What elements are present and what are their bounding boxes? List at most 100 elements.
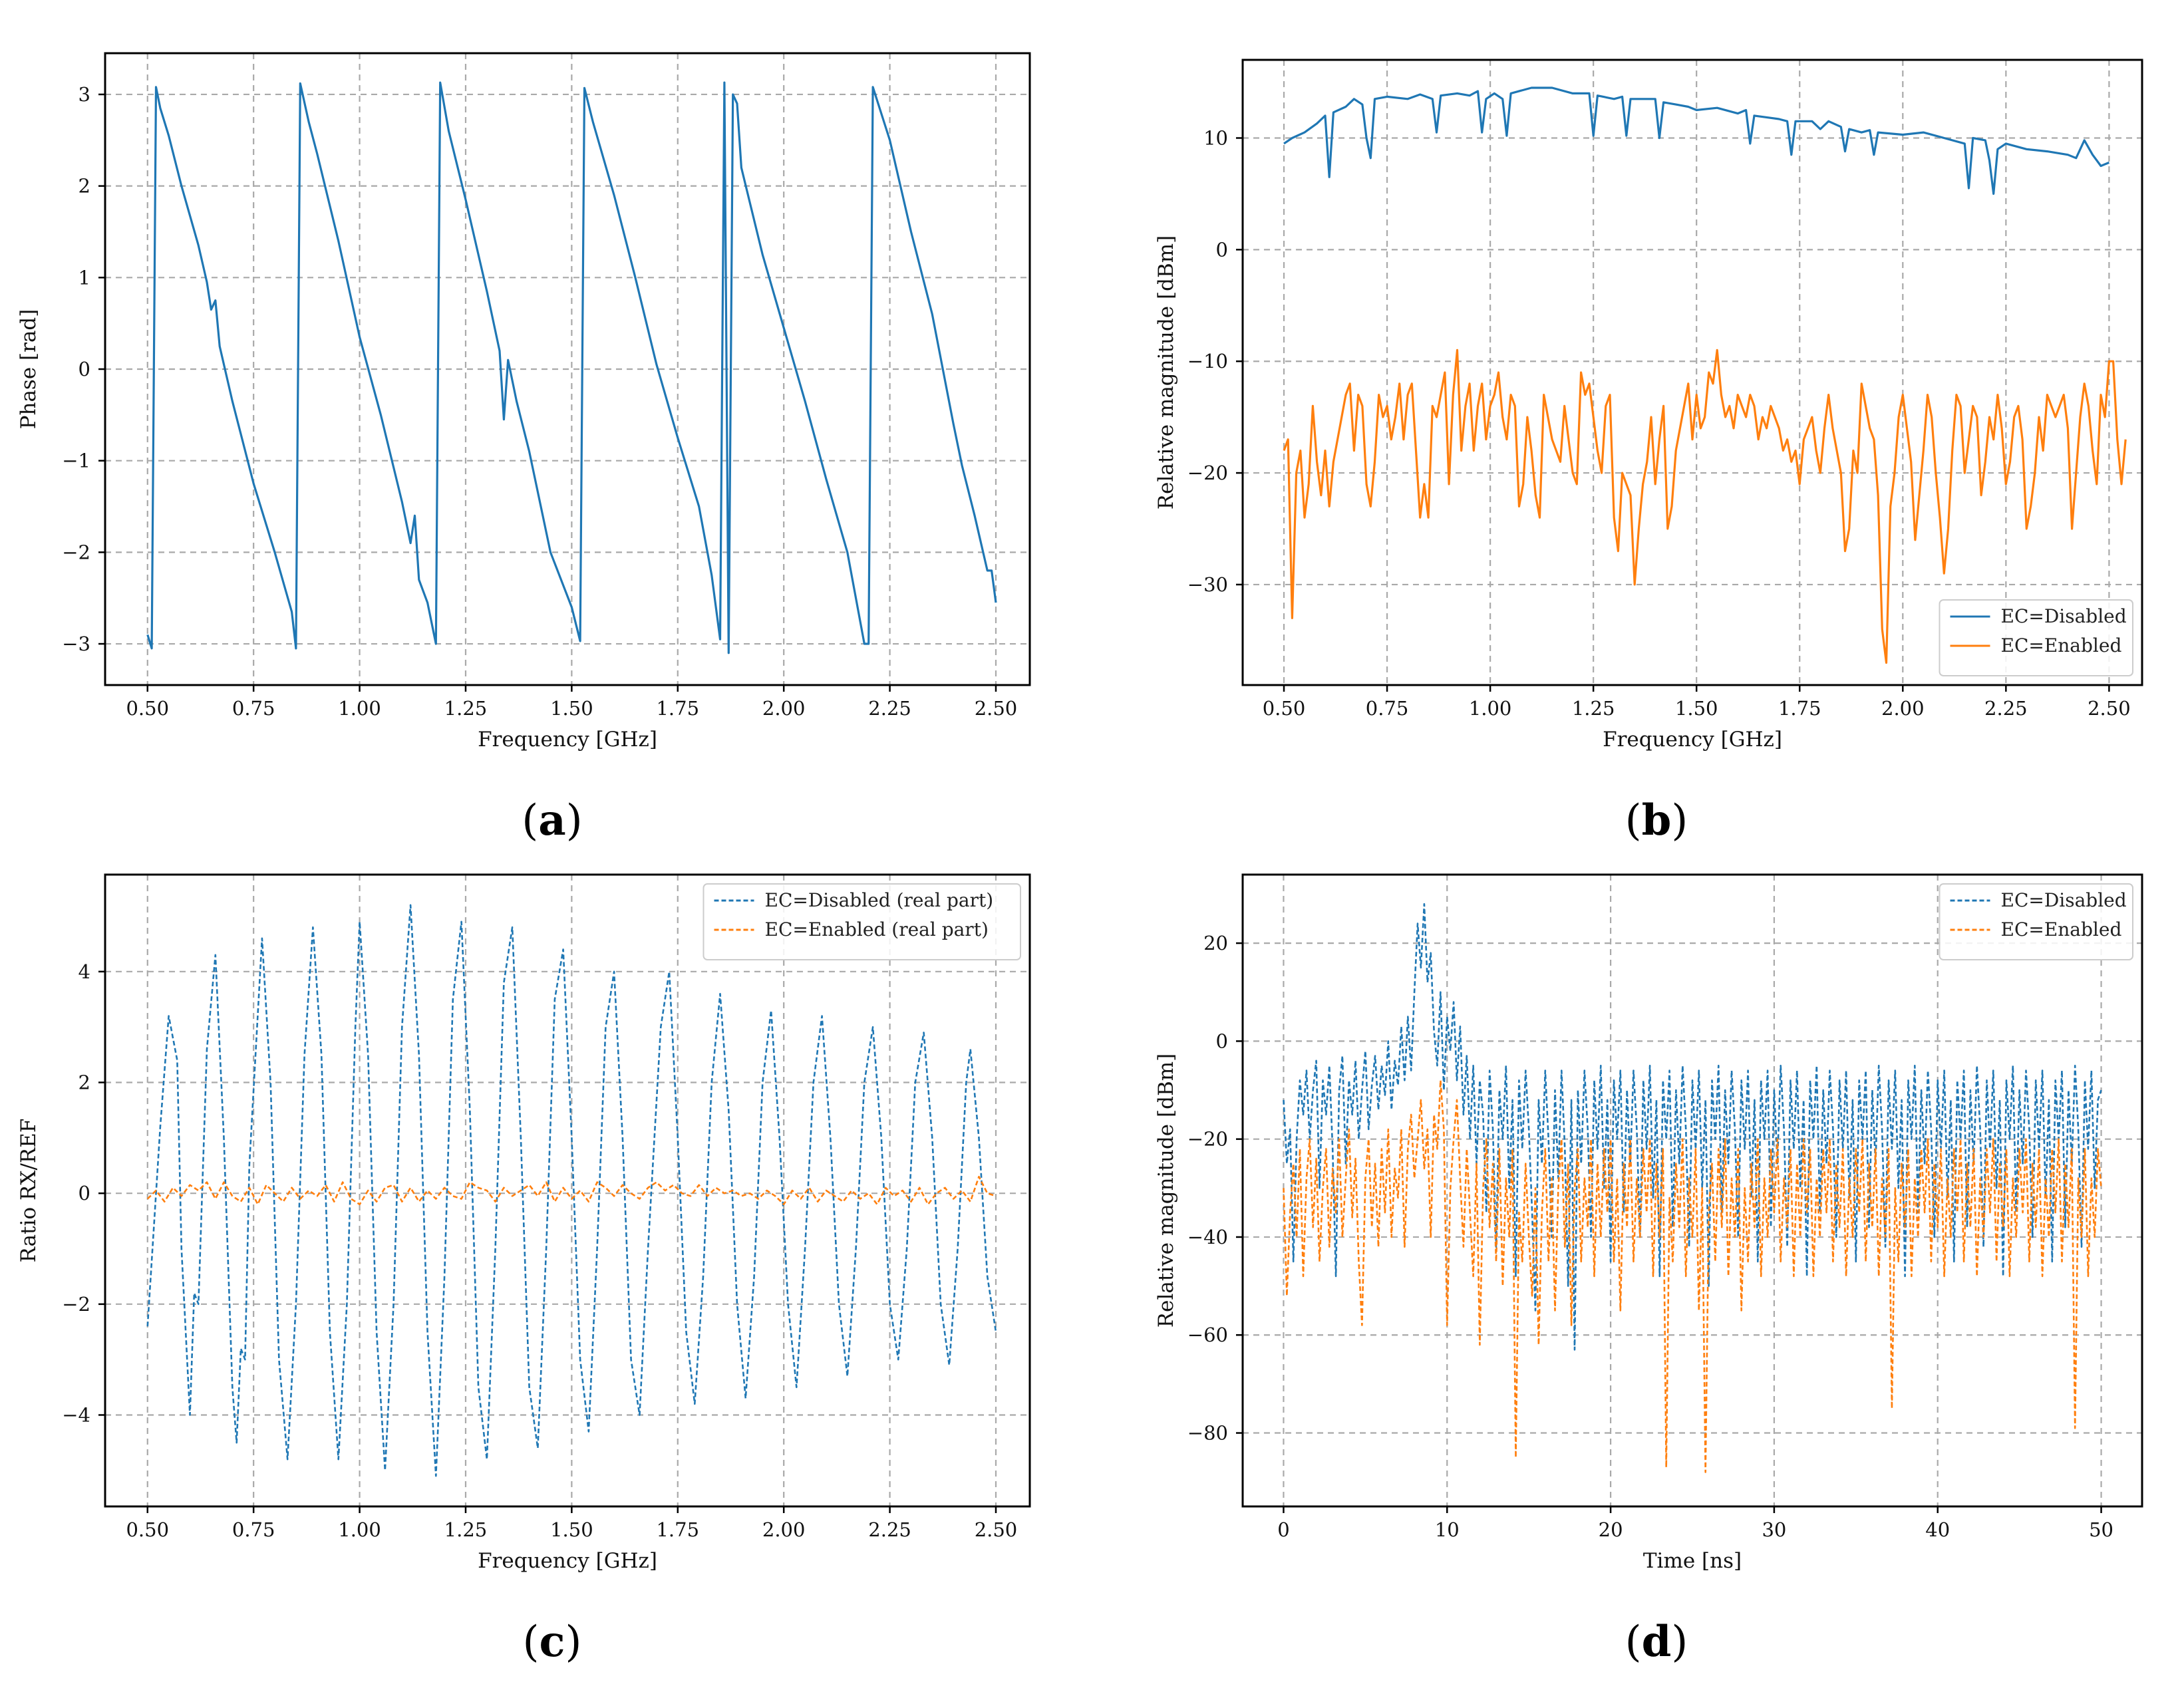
series-line-2 xyxy=(146,1175,997,1206)
x-tick-label: 2.50 xyxy=(975,1518,1018,1541)
panel-a-phase-chart: 0.50 0.75 1.00 1.25 1.50 1.75 2.00 2.25 2.50 −3 −2… xyxy=(17,52,1031,845)
x-tick-label: 0.50 xyxy=(1263,697,1306,720)
grid-lines xyxy=(1243,60,2142,685)
y-tick-label: −3 xyxy=(62,633,90,655)
series-group xyxy=(146,81,997,654)
x-tick-label: 1.25 xyxy=(444,1518,488,1541)
y-tick-label: −4 xyxy=(62,1404,90,1427)
x-tick-label: 1.50 xyxy=(1675,697,1718,720)
y-tick-label: −30 xyxy=(1187,573,1228,596)
series-line-1 xyxy=(146,904,997,1477)
panel-label: (c) xyxy=(523,1617,582,1667)
y-tick-label: −1 xyxy=(62,450,90,472)
legend-label-2: EC=Enabled (real part) xyxy=(765,918,989,940)
x-tick-label: 2.50 xyxy=(2088,697,2131,720)
x-tick-label: 0.75 xyxy=(1366,697,1409,720)
x-tick-label: 1.75 xyxy=(656,697,699,720)
plot-frame xyxy=(1241,59,2143,686)
y-tick-label: 0 xyxy=(78,1182,90,1204)
y-tick-label: 0 xyxy=(1216,238,1228,261)
x-tick-label: 1.00 xyxy=(338,697,381,720)
panel-b-magnitude-chart: 0.50 0.75 1.00 1.25 1.50 1.75 2.00 2.25 2.50 −30 −… xyxy=(1154,59,2143,845)
x-tick-label: 10 xyxy=(1435,1518,1460,1541)
grid-lines xyxy=(1243,875,2142,1506)
y-tick-label: 10 xyxy=(1203,127,1228,150)
x-tick-label: 2.25 xyxy=(1984,697,2028,720)
x-tick-label: 1.25 xyxy=(444,697,488,720)
x-tick-label: 1.75 xyxy=(1778,697,1821,720)
x-tick-label: 0.75 xyxy=(232,1518,275,1541)
legend: EC=Disabled EC=Enabled xyxy=(1939,883,2133,960)
x-axis-label: Frequency [GHz] xyxy=(478,728,657,752)
y-axis-label: Relative magnitude [dBm] xyxy=(1154,1054,1178,1328)
series-line-2 xyxy=(1283,1079,2102,1473)
x-tick-label: 40 xyxy=(1925,1518,1950,1541)
x-tick-label: 2.00 xyxy=(762,1518,806,1541)
legend-label-1: EC=Disabled xyxy=(2001,889,2127,911)
tick-group: 0.50 0.75 1.00 1.25 1.50 1.75 2.00 2.25 2.50 −30 −… xyxy=(1187,127,2131,720)
legend-box xyxy=(702,883,1021,960)
tick-group: 0.50 0.75 1.00 1.25 1.50 1.75 2.00 2.25 2.50 −3 −2… xyxy=(62,83,1017,720)
plot-frame xyxy=(104,873,1031,1508)
x-axis-label: Time [ns] xyxy=(1643,1549,1742,1573)
y-axis-label: Phase [rad] xyxy=(17,309,41,430)
tick-group: 0.50 0.75 1.00 1.25 1.50 1.75 2.00 2.25 2.50 −4 −2… xyxy=(62,960,1017,1541)
plot-frame xyxy=(1241,873,2143,1508)
legend-label-1: EC=Disabled (real part) xyxy=(765,889,994,911)
legend-box xyxy=(1939,883,2133,960)
panel-d-time-domain-chart: 0 10 20 30 40 50 −80 −60 −40 −20 0 20 Time [ns] Relat… xyxy=(1154,873,2143,1667)
y-tick-label: −80 xyxy=(1187,1422,1228,1445)
series-line-1 xyxy=(1283,86,2110,195)
y-tick-label: 4 xyxy=(78,960,90,983)
x-tick-label: 0.50 xyxy=(126,697,169,720)
y-tick-label: −20 xyxy=(1187,462,1228,484)
y-tick-label: 0 xyxy=(1216,1030,1228,1052)
legend-box xyxy=(1939,599,2133,676)
series-group xyxy=(1283,903,2102,1473)
y-tick-label: 2 xyxy=(78,175,90,198)
panel-label: (b) xyxy=(1625,795,1688,845)
x-axis-label: Frequency [GHz] xyxy=(1603,728,1782,752)
panel-c-ratio-chart: 0.50 0.75 1.00 1.25 1.50 1.75 2.00 2.25 2.50 −4 −2… xyxy=(17,873,1031,1667)
legend-label-1: EC=Disabled xyxy=(2001,605,2127,627)
x-tick-label: 1.25 xyxy=(1572,697,1615,720)
legend-label-2: EC=Enabled xyxy=(2001,918,2122,940)
x-tick-label: 0 xyxy=(1277,1518,1289,1541)
x-tick-label: 2.00 xyxy=(762,697,806,720)
panel-label: (d) xyxy=(1625,1617,1688,1667)
series-line-2 xyxy=(1283,349,2127,664)
legend-label-2: EC=Enabled xyxy=(2001,634,2122,656)
x-tick-label: 20 xyxy=(1599,1518,1623,1541)
x-tick-label: 1.50 xyxy=(550,697,593,720)
y-tick-label: 2 xyxy=(78,1071,90,1094)
x-tick-label: 0.75 xyxy=(232,697,275,720)
x-axis-label: Frequency [GHz] xyxy=(478,1549,657,1573)
x-tick-label: 1.00 xyxy=(338,1518,381,1541)
x-tick-label: 2.25 xyxy=(868,697,911,720)
y-tick-label: −60 xyxy=(1187,1324,1228,1346)
x-tick-label: 1.75 xyxy=(656,1518,699,1541)
y-tick-label: −10 xyxy=(1187,350,1228,372)
series-group xyxy=(1283,86,2127,664)
y-tick-label: −40 xyxy=(1187,1226,1228,1248)
y-axis-label: Ratio RX/REF xyxy=(17,1119,41,1263)
panel-label: (a) xyxy=(522,795,582,845)
legend: EC=Disabled (real part) EC=Enabled (real … xyxy=(702,883,1021,960)
grid-lines xyxy=(105,875,1030,1506)
x-tick-label: 50 xyxy=(2089,1518,2113,1541)
y-tick-label: 0 xyxy=(78,358,90,380)
y-tick-label: 20 xyxy=(1203,932,1228,954)
tick-group: 0 10 20 30 40 50 −80 −60 −40 −20 0 20 xyxy=(1187,932,2113,1541)
series-group xyxy=(146,904,997,1477)
series-line-1 xyxy=(146,81,997,654)
legend: EC=Disabled EC=Enabled xyxy=(1939,599,2133,676)
x-tick-label: 1.50 xyxy=(550,1518,593,1541)
y-tick-label: −20 xyxy=(1187,1128,1228,1151)
y-tick-label: −2 xyxy=(62,1293,90,1316)
x-tick-label: 0.50 xyxy=(126,1518,169,1541)
y-tick-label: −2 xyxy=(62,541,90,563)
x-tick-label: 2.50 xyxy=(975,697,1018,720)
x-tick-label: 2.00 xyxy=(1881,697,1925,720)
x-tick-label: 2.25 xyxy=(868,1518,911,1541)
